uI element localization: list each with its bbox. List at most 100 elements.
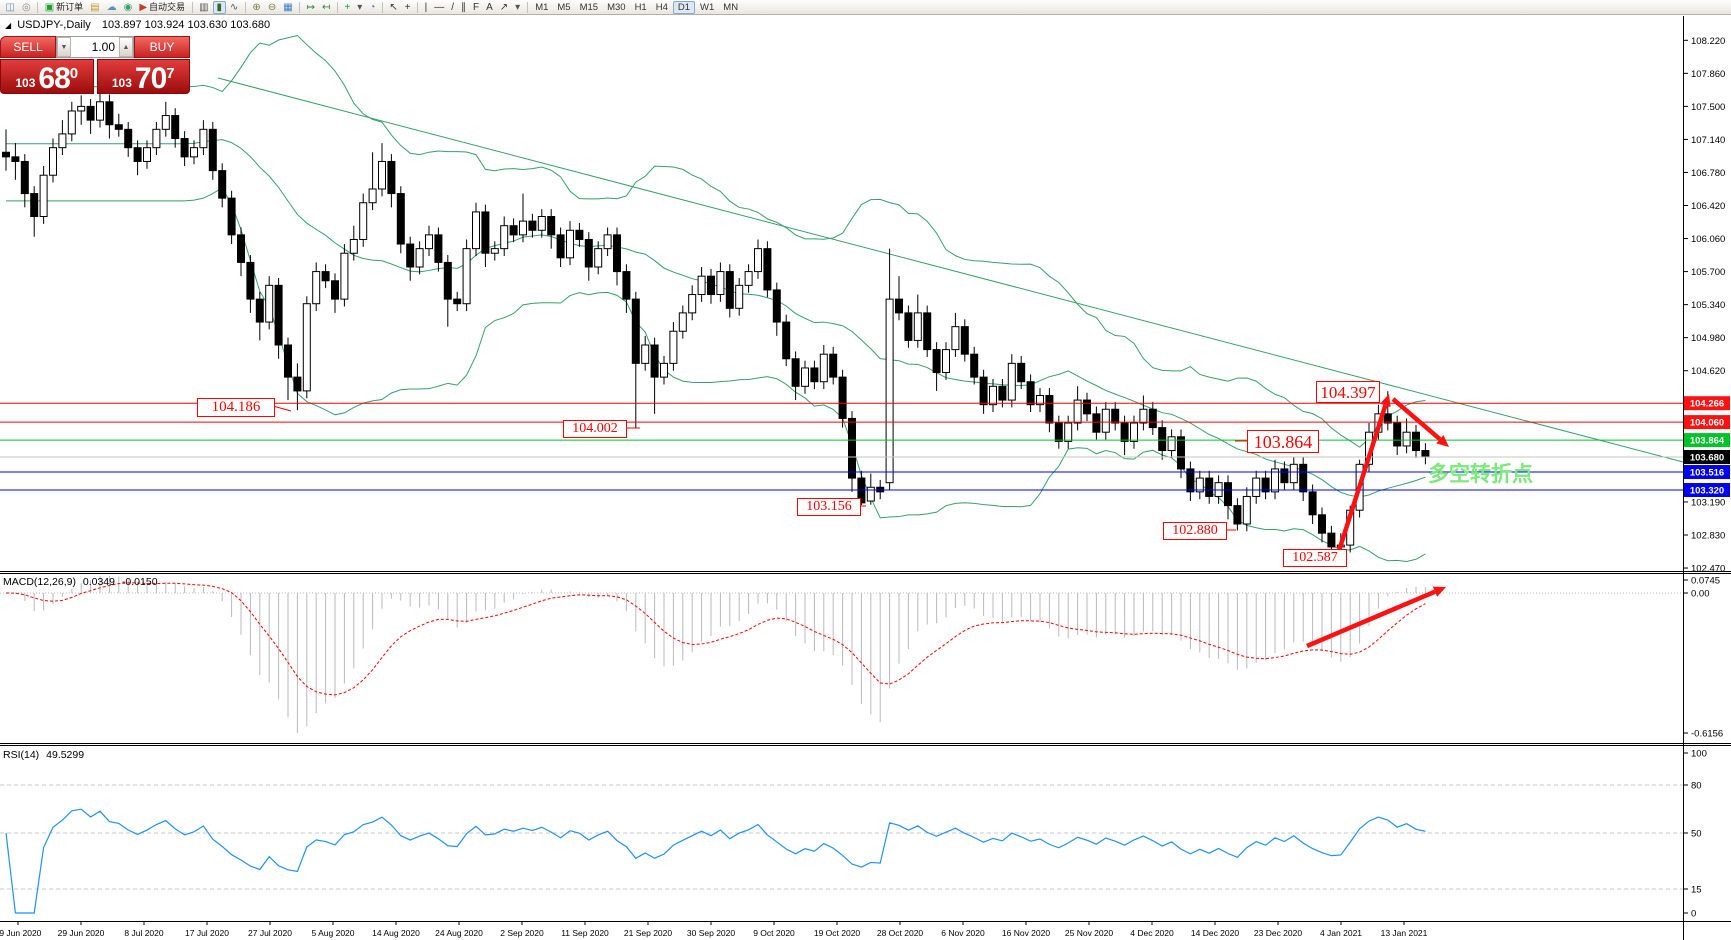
candle bbox=[1111, 408, 1120, 424]
candle bbox=[331, 280, 339, 300]
new-order-icon[interactable]: ▣ 新订单 bbox=[42, 1, 86, 14]
volume-decrease-button[interactable]: ▼ bbox=[57, 37, 71, 57]
tile-windows-icon[interactable]: ▦ bbox=[280, 1, 295, 14]
crosshair-icon[interactable]: + bbox=[402, 1, 414, 14]
price-callout-103.156[interactable]: 103.156 bbox=[797, 498, 861, 516]
autotrading-icon[interactable]: ▶ 自动交易 bbox=[136, 1, 188, 14]
sell-button[interactable]: SELL bbox=[0, 36, 56, 58]
buy-price-sup: 7 bbox=[166, 65, 175, 82]
timeframe-d1[interactable]: D1 bbox=[672, 0, 696, 14]
timeframe-m1[interactable]: M1 bbox=[535, 1, 549, 13]
candle bbox=[20, 160, 29, 195]
trend-arrow[interactable] bbox=[1391, 397, 1442, 441]
zoom-in-icon[interactable]: ⊕ bbox=[249, 1, 263, 14]
arrows-tool-icon[interactable]: ↗ bbox=[497, 1, 511, 14]
equidistant-channel-icon[interactable]: ∥ bbox=[458, 1, 469, 14]
candle bbox=[190, 147, 198, 158]
price-badge bbox=[1684, 449, 1730, 464]
crosshair-icon: + bbox=[404, 1, 411, 13]
candle bbox=[39, 174, 48, 218]
price-callout-104.397[interactable]: 104.397 bbox=[1316, 381, 1380, 403]
candle bbox=[114, 124, 123, 130]
indicator-dropdown-icon[interactable]: ▾ bbox=[354, 1, 365, 14]
candle bbox=[989, 385, 997, 406]
bar-chart-icon[interactable]: ▥ bbox=[196, 1, 211, 14]
price-tick-label: 102.830 bbox=[1691, 530, 1725, 541]
vertical-line-icon: | bbox=[424, 1, 428, 13]
trendline-icon[interactable]: / bbox=[448, 1, 457, 14]
price-badge bbox=[1684, 415, 1730, 430]
timeframe-m15[interactable]: M15 bbox=[579, 1, 599, 13]
timeframe-m5[interactable]: M5 bbox=[557, 1, 571, 13]
price-callout-104.186[interactable]: 104.186 bbox=[197, 398, 275, 417]
signals-icon[interactable]: ◉ bbox=[121, 1, 136, 14]
date-label: 27 Jul 2020 bbox=[248, 928, 292, 938]
toolbar-separator bbox=[37, 1, 39, 13]
mql-cloud-icon[interactable]: ☁ bbox=[104, 1, 120, 14]
chart-window-icon[interactable]: ◫ bbox=[3, 1, 18, 14]
timeframe-h1[interactable]: H1 bbox=[634, 1, 647, 13]
line-chart-icon[interactable]: ∿ bbox=[227, 1, 241, 14]
price-tick-label: 108.220 bbox=[1691, 36, 1725, 47]
buy-button[interactable]: BUY bbox=[134, 36, 190, 58]
price-callout-102.587[interactable]: 102.587 bbox=[1283, 549, 1347, 567]
panel-separator[interactable] bbox=[0, 743, 1731, 744]
horizontal-line-icon[interactable]: — bbox=[431, 1, 447, 14]
panel-separator[interactable] bbox=[0, 573, 1731, 574]
price-callout-102.880[interactable]: 102.880 bbox=[1163, 522, 1227, 540]
price-callout-104.002[interactable]: 104.002 bbox=[563, 420, 627, 438]
volume-increase-button[interactable]: ▲ bbox=[119, 37, 133, 57]
timeframe-h4[interactable]: H4 bbox=[655, 1, 668, 13]
buy-price-panel[interactable]: 103 70 7 bbox=[96, 59, 190, 94]
fibonacci-icon[interactable]: F bbox=[470, 1, 482, 14]
candle bbox=[378, 160, 386, 190]
date-label: 30 Sep 2020 bbox=[687, 928, 735, 938]
price-tick-label: 104.620 bbox=[1691, 366, 1725, 377]
panel-separator[interactable] bbox=[0, 571, 1731, 572]
timeframe-m30[interactable]: M30 bbox=[607, 1, 626, 13]
autotrading-icon: ▶ bbox=[139, 1, 148, 13]
candle bbox=[660, 362, 668, 378]
descending-trendline[interactable] bbox=[217, 77, 1684, 463]
candle bbox=[1120, 422, 1129, 442]
panel-separator[interactable] bbox=[0, 921, 1731, 922]
cursor-icon[interactable]: ↖ bbox=[386, 1, 400, 14]
vertical-line-icon[interactable]: | bbox=[422, 1, 431, 14]
add-indicator-icon: + bbox=[344, 1, 351, 13]
auto-scroll-icon[interactable]: ↦ bbox=[304, 1, 318, 14]
candle bbox=[227, 197, 236, 236]
candle bbox=[1064, 422, 1073, 442]
date-label: 29 Jun 2020 bbox=[58, 928, 105, 938]
timeframe-mn[interactable]: MN bbox=[723, 1, 739, 13]
candlestick-chart-icon[interactable]: ▮ bbox=[212, 0, 227, 14]
price-badge-label: 104.060 bbox=[1690, 418, 1724, 429]
market-watch-icon[interactable]: ▤ bbox=[87, 1, 102, 14]
rsi-axis-label: 50 bbox=[1691, 829, 1702, 840]
timeframe-w1[interactable]: W1 bbox=[700, 1, 715, 13]
trend-arrow[interactable] bbox=[1306, 589, 1436, 649]
sell-price-panel[interactable]: 103 68 0 bbox=[0, 59, 94, 94]
macd-axis-label: 0.0745 bbox=[1691, 576, 1720, 587]
panel-separator[interactable] bbox=[0, 745, 1731, 746]
date-label: 6 Nov 2020 bbox=[941, 928, 985, 938]
objects-dropdown-icon[interactable]: ▾ bbox=[512, 1, 523, 14]
magnifier-icon[interactable]: ◎ bbox=[19, 1, 34, 14]
macd-axis-label: 0.00 bbox=[1691, 589, 1710, 600]
volume-input[interactable]: 1.00 bbox=[71, 37, 119, 57]
candle bbox=[1017, 362, 1026, 383]
chart-shift-icon[interactable]: ↤ bbox=[319, 1, 333, 14]
text-icon[interactable]: A bbox=[483, 1, 496, 14]
price-tick-label: 102.470 bbox=[1691, 564, 1725, 575]
trend-arrow[interactable] bbox=[1334, 404, 1388, 558]
sell-price-big: 68 bbox=[38, 62, 70, 95]
price-callout-103.864[interactable]: 103.864 bbox=[1247, 430, 1319, 453]
add-indicator-icon[interactable]: + bbox=[341, 1, 353, 14]
period-clock-icon[interactable]: ◔ bbox=[366, 1, 378, 14]
zoom-out-icon[interactable]: ⊖ bbox=[265, 1, 279, 14]
sell-price-small: 103 bbox=[15, 76, 36, 90]
indicator-dropdown-icon: ▾ bbox=[357, 1, 363, 13]
candle bbox=[1195, 477, 1204, 493]
annotation-text[interactable]: 多空转折点 bbox=[1428, 462, 1533, 486]
